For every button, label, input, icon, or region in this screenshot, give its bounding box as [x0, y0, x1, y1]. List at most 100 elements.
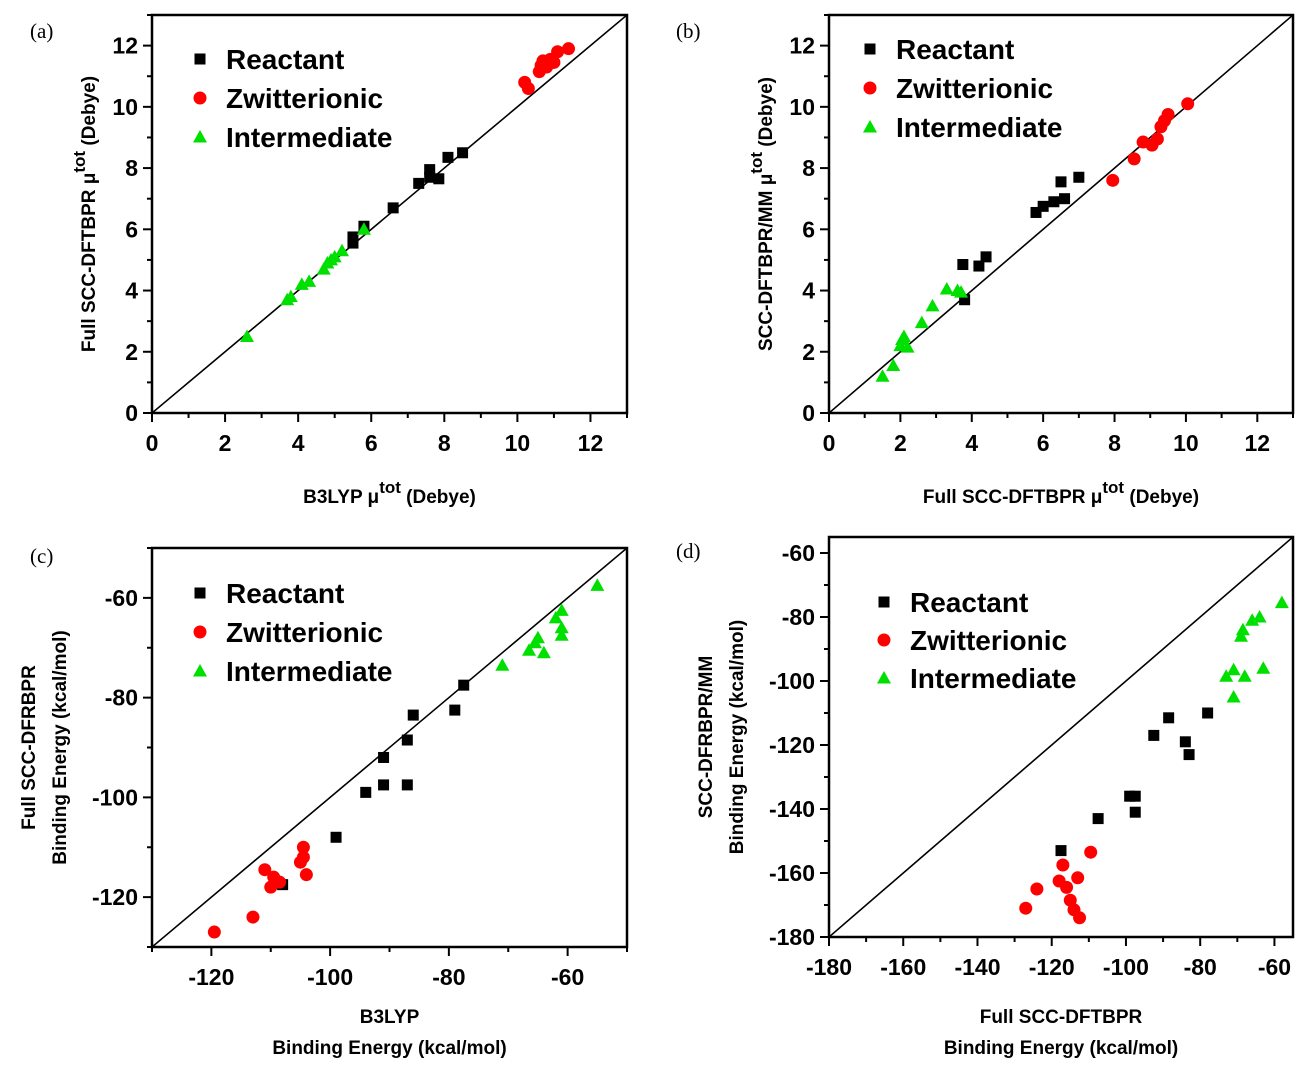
y-tick-label: 0: [802, 400, 815, 426]
data-point-intermediate: [554, 620, 569, 634]
x-tick-label: -160: [880, 954, 926, 980]
x-tick-label: 0: [823, 430, 836, 456]
y-tick-label: -120: [92, 884, 138, 910]
data-point-reactant: [1059, 193, 1071, 205]
data-point-intermediate: [536, 645, 551, 659]
x-tick-label: -100: [307, 964, 353, 990]
data-point-intermediate: [554, 603, 569, 616]
legend-marker-zwitterionic: [193, 625, 207, 639]
y-tick-label: -180: [769, 924, 815, 950]
data-point-reactant: [973, 260, 985, 272]
legend-label-reactant: Reactant: [910, 587, 1028, 618]
y-tick-label: 8: [802, 155, 815, 181]
data-point-intermediate: [914, 315, 929, 329]
data-point-intermediate: [1235, 622, 1250, 636]
data-point-reactant: [1030, 206, 1042, 218]
data-point-intermediate: [1274, 595, 1289, 609]
y-tick-label: 10: [112, 94, 138, 120]
data-point-intermediate: [1219, 669, 1234, 682]
data-point-reactant: [387, 202, 399, 214]
data-point-intermediate: [896, 329, 911, 342]
y-tick-label: -60: [105, 585, 138, 611]
data-point-zwitterionic: [521, 81, 535, 95]
data-point-reactant: [458, 679, 470, 691]
data-point-intermediate: [1226, 662, 1241, 676]
data-point-zwitterionic: [1060, 880, 1074, 894]
y-tick-label: 10: [789, 94, 815, 120]
data-point-zwitterionic: [1181, 97, 1195, 111]
chart-panel-d: -180 -160 -140 -120 -100 -80 -60 -180 -160 -140 -1…: [676, 535, 1295, 1059]
data-point-intermediate: [900, 340, 915, 353]
legend-marker-intermediate: [193, 130, 207, 143]
data-point-intermediate: [356, 222, 371, 235]
data-point-intermediate: [1234, 629, 1249, 642]
data-point-reactant: [1055, 845, 1067, 857]
legend-marker-reactant: [864, 43, 876, 55]
data-point-intermediate: [302, 274, 317, 287]
data-point-intermediate: [283, 289, 298, 303]
data-point-reactant: [957, 259, 969, 271]
x-tick-label: -120: [1029, 954, 1075, 980]
data-point-zwitterionic: [1019, 901, 1033, 915]
y-tick-label: 8: [125, 155, 138, 181]
data-point-reactant: [413, 177, 425, 189]
x-axis-title: B3LYP μtot (Debye): [303, 478, 476, 508]
legend-marker-intermediate: [863, 120, 877, 133]
y-tick-label: 2: [802, 339, 815, 365]
x-tick-label: 8: [438, 430, 451, 456]
data-point-reactant: [347, 237, 359, 249]
legend-marker-reactant: [194, 53, 206, 65]
legend-marker-zwitterionic: [193, 91, 207, 105]
legend-marker-reactant: [878, 596, 890, 608]
diagonal-line: [152, 548, 627, 947]
data-point-intermediate: [886, 358, 901, 372]
data-point-reactant: [1073, 171, 1085, 183]
data-point-intermediate: [554, 628, 569, 641]
y-axis-title-line2: Binding Energy (kcal/mol): [727, 620, 748, 854]
data-point-reactant: [1037, 200, 1049, 212]
legend-marker-zwitterionic: [863, 81, 877, 95]
x-tick-label: -80: [1184, 954, 1217, 980]
data-point-intermediate: [1252, 610, 1267, 623]
y-tick-label: -140: [769, 796, 815, 822]
x-tick-label: -60: [1258, 954, 1291, 980]
data-point-intermediate: [925, 298, 940, 312]
y-tick-label: 4: [125, 278, 138, 304]
data-point-reactant: [1092, 813, 1104, 825]
data-point-reactant: [401, 734, 413, 746]
x-tick-label: 12: [578, 430, 604, 456]
x-tick-label: 10: [505, 430, 531, 456]
x-tick-label: 4: [965, 430, 978, 456]
legend-label-zwitterionic: Zwitterionic: [896, 73, 1053, 104]
data-point-zwitterionic: [207, 925, 221, 939]
plot-frame: [827, 535, 1295, 939]
data-point-reactant: [424, 164, 436, 176]
data-point-reactant: [1129, 790, 1141, 802]
diagonal-line: [829, 537, 1293, 937]
panel-label: (b): [676, 19, 701, 43]
data-point-zwitterionic: [1084, 845, 1098, 859]
plot-frame: [827, 13, 1295, 415]
x-tick-label: 8: [1108, 430, 1121, 456]
legend-marker-intermediate: [193, 664, 207, 677]
data-point-zwitterionic: [1071, 871, 1085, 885]
y-tick-label: -160: [769, 860, 815, 886]
data-point-reactant: [424, 171, 436, 183]
data-point-zwitterionic: [1150, 132, 1164, 146]
data-point-zwitterionic: [547, 55, 561, 69]
data-point-intermediate: [1226, 690, 1241, 703]
data-point-zwitterionic: [551, 45, 565, 59]
x-axis-title: Full SCC-DFTBPR μtot (Debye): [923, 478, 1199, 508]
y-tick-label: 12: [112, 33, 138, 59]
x-tick-label: 4: [292, 430, 305, 456]
data-point-reactant: [330, 831, 342, 843]
y-axis-title-line2: Binding Energy (kcal/mol): [50, 630, 71, 864]
x-axis-title: B3LYP: [360, 1007, 420, 1028]
data-point-reactant: [433, 173, 445, 185]
y-axis-title: SCC-DFRBPR/MM: [696, 656, 717, 819]
data-point-zwitterionic: [1161, 108, 1175, 121]
x-tick-label: -60: [551, 964, 584, 990]
legend-label-intermediate: Intermediate: [226, 122, 393, 153]
data-point-reactant: [1179, 736, 1191, 748]
